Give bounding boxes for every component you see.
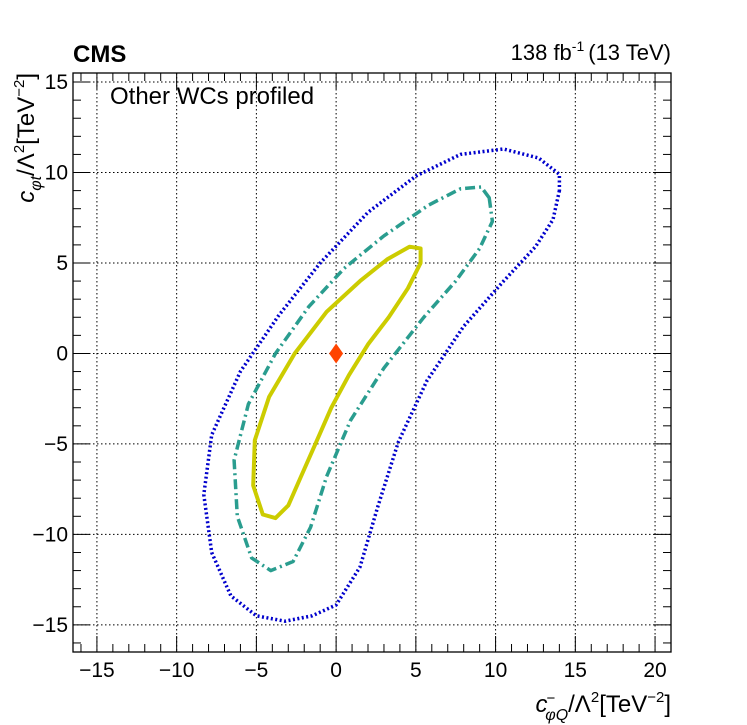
- x-tick-label: 0: [330, 659, 342, 682]
- contour-68-cl: [251, 244, 423, 521]
- contour-99-7-cl: [202, 147, 562, 623]
- lumi-exponent: -1: [572, 38, 585, 54]
- plot-frame: [72, 72, 672, 653]
- x-tick-labels: −15 −10 −5 0 5 10 15 20: [79, 659, 667, 682]
- best-fit-marker: [329, 343, 344, 364]
- x-tick-label: 20: [643, 659, 666, 682]
- y-tick-label: −10: [32, 523, 68, 546]
- y-tick-labels: −15 −10 −5 0 5 10 15: [32, 71, 68, 637]
- x-axis-title: c− φQ/Λ2[TeV−2]: [535, 689, 671, 724]
- profile-annotation: Other WCs profiled: [110, 83, 314, 110]
- experiment-label: CMS: [73, 41, 126, 68]
- y-tick-label: 5: [56, 252, 68, 275]
- axis-ticks: [73, 73, 672, 652]
- y-tick-label: 0: [56, 342, 68, 365]
- x-tick-label: 10: [484, 659, 507, 682]
- lumi-energy: (13 TeV): [588, 40, 671, 65]
- grid-lines: [73, 73, 671, 652]
- x-tick-label: −15: [79, 659, 115, 682]
- x-tick-label: 15: [564, 659, 587, 682]
- y-tick-label: 15: [45, 71, 68, 94]
- contour-lines: [202, 147, 562, 623]
- x-tick-label: −10: [159, 659, 195, 682]
- luminosity-label: 138 fb-1 (13 TeV): [511, 38, 671, 65]
- y-tick-label: 10: [45, 162, 68, 185]
- contour-95-cl: [232, 185, 495, 573]
- lumi-value: 138 fb: [511, 40, 572, 65]
- y-tick-label: −5: [44, 433, 68, 456]
- x-tick-label: −5: [244, 659, 268, 682]
- y-axis-title: cφt/Λ2[TeV−2]: [11, 73, 45, 203]
- x-tick-label: 5: [410, 659, 422, 682]
- best-fit-layer: [329, 343, 344, 364]
- y-tick-label: −15: [32, 614, 68, 637]
